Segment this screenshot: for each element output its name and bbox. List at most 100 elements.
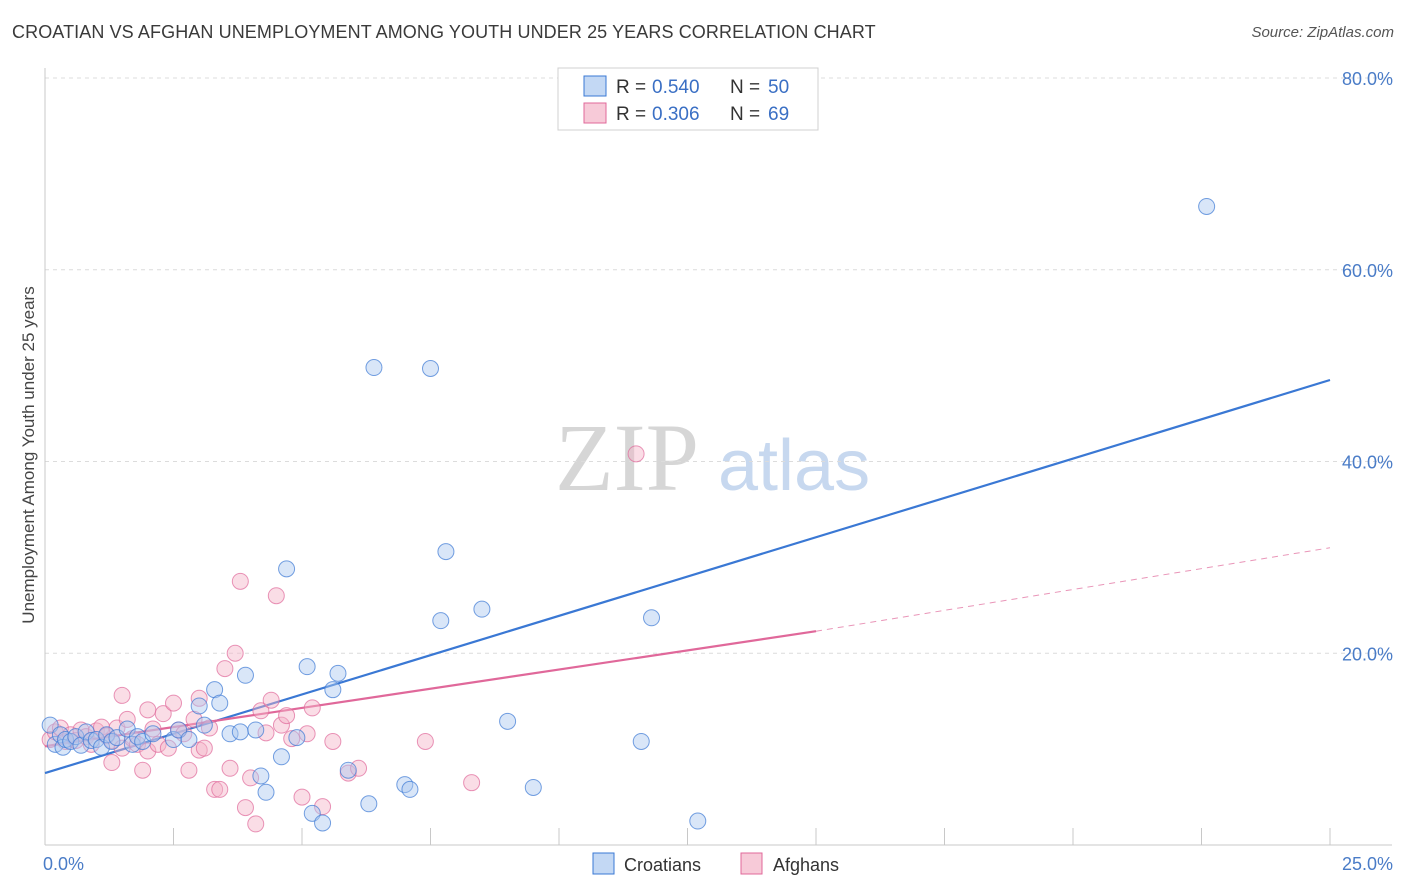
point-afghans-17 — [118, 710, 136, 728]
point-afghans-38 — [216, 660, 234, 678]
legend-r-afghans: 0.306 — [652, 104, 700, 125]
axes — [44, 68, 1392, 846]
point-croatians-22 — [180, 731, 198, 749]
point-afghans-54 — [303, 699, 321, 717]
point-croatians-39 — [324, 681, 342, 699]
chart-title: CROATIAN VS AFGHAN UNEMPLOYMENT AMONG YO… — [12, 22, 876, 42]
point-afghans-46 — [257, 724, 275, 742]
point-afghans-42 — [236, 799, 254, 817]
point-afghans-47 — [262, 691, 280, 709]
data-points — [41, 197, 1216, 833]
point-croatians-33 — [272, 748, 290, 766]
y-tick-label-60: 60.0% — [1342, 261, 1393, 281]
point-croatians-35 — [288, 729, 306, 747]
point-afghans-31 — [185, 710, 203, 728]
legend-n-croatians: 50 — [768, 77, 789, 98]
point-afghans-36 — [206, 780, 224, 798]
point-croatians-7 — [72, 736, 90, 754]
point-afghans-20 — [134, 761, 152, 779]
point-afghans-51 — [283, 730, 301, 748]
point-afghans-15 — [113, 686, 131, 704]
point-afghans-44 — [247, 815, 265, 833]
watermark-zip: ZIP — [555, 404, 699, 511]
y-tick-label-80: 80.0% — [1342, 69, 1393, 89]
bottom-legend-swatch-croatians — [592, 852, 615, 875]
point-croatians-20 — [165, 731, 182, 749]
trend-line-afghans-extension — [815, 547, 1331, 632]
point-croatians-25 — [206, 681, 224, 699]
point-afghans-43 — [242, 769, 260, 787]
point-croatians-29 — [236, 666, 254, 684]
legend-r-label-afghans: R = — [616, 104, 646, 125]
point-afghans-61 — [627, 445, 645, 463]
point-afghans-30 — [180, 761, 198, 779]
point-croatians-11 — [93, 738, 111, 756]
y-tick-label-40: 40.0% — [1342, 453, 1393, 473]
bottom-legend-croatians: Croatians — [624, 855, 701, 875]
point-croatians-36 — [298, 658, 316, 676]
point-afghans-50 — [278, 707, 296, 725]
trend-line-croatians — [44, 378, 1331, 775]
point-afghans-59 — [416, 732, 434, 750]
trend-line-afghans — [44, 630, 817, 748]
legend-r-label-croatians: R = — [616, 77, 646, 98]
point-croatians-30 — [247, 721, 265, 739]
point-croatians-9 — [82, 731, 100, 749]
point-croatians-48 — [437, 543, 455, 561]
point-afghans-56 — [324, 732, 342, 750]
trend-lines — [44, 378, 1331, 775]
point-croatians-47 — [432, 612, 450, 630]
bottom-legend: Croatians Afghans — [592, 852, 839, 875]
tick-labels: 20.0% 40.0% 60.0% 80.0% 0.0% 25.0% — [43, 69, 1393, 874]
y-axis-label: Unemployment Among Youth under 25 years — [19, 286, 38, 623]
bottom-legend-afghans: Afghans — [773, 855, 839, 875]
point-croatians-27 — [221, 725, 239, 743]
point-croatians-31 — [252, 767, 270, 785]
point-croatians-45 — [401, 780, 419, 798]
point-afghans-48 — [267, 587, 285, 605]
point-croatians-52 — [632, 732, 650, 750]
point-afghans-22 — [139, 742, 157, 760]
gridlines — [45, 77, 1392, 654]
point-croatians-28 — [231, 723, 249, 741]
point-croatians-23 — [190, 697, 208, 715]
point-afghans-23 — [144, 720, 162, 738]
watermark-atlas: atlas — [718, 426, 870, 506]
point-afghans-39 — [221, 759, 239, 777]
point-afghans-35 — [200, 719, 218, 737]
point-croatians-26 — [211, 694, 229, 712]
x-tick-label-max: 25.0% — [1342, 854, 1393, 874]
point-croatians-54 — [689, 812, 707, 830]
point-croatians-46 — [422, 360, 439, 378]
point-croatians-19 — [144, 725, 162, 743]
legend-n-label-croatians: N = — [730, 77, 760, 98]
point-afghans-25 — [154, 705, 172, 723]
point-croatians-32 — [257, 783, 275, 801]
legend-swatch-afghans — [583, 102, 607, 124]
point-croatians-24 — [195, 716, 213, 734]
point-afghans-34 — [195, 739, 213, 757]
point-croatians-44 — [396, 776, 414, 794]
point-afghans-27 — [165, 694, 182, 712]
point-afghans-60 — [463, 774, 481, 792]
point-croatians-50 — [499, 712, 517, 730]
point-croatians-55 — [1198, 197, 1216, 215]
point-croatians-49 — [473, 600, 491, 618]
point-afghans-49 — [272, 716, 290, 734]
point-afghans-37 — [211, 780, 229, 798]
point-croatians-53 — [643, 609, 661, 627]
point-afghans-41 — [231, 572, 249, 590]
source-label: Source: ZipAtlas.com — [1251, 24, 1394, 41]
point-croatians-51 — [524, 778, 542, 796]
point-croatians-5 — [62, 732, 80, 750]
point-croatians-41 — [339, 761, 357, 779]
point-afghans-26 — [159, 739, 177, 757]
x-tick-label-min: 0.0% — [43, 854, 84, 874]
point-afghans-21 — [139, 701, 157, 719]
legend-r-croatians: 0.540 — [652, 77, 700, 98]
point-croatians-38 — [314, 814, 332, 832]
point-croatians-42 — [360, 795, 378, 813]
legend: R = 0.540 N = 50 R = 0.306 N = 69 — [557, 67, 819, 131]
point-afghans-53 — [298, 725, 316, 743]
point-afghans-45 — [252, 702, 270, 720]
